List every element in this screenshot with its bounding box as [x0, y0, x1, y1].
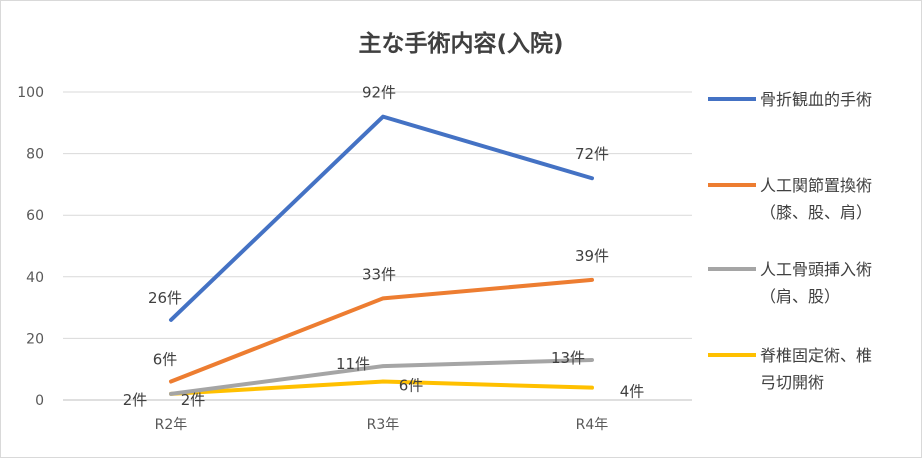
- legend-label-4-line-2: 弓切開術: [760, 373, 825, 392]
- data-labels: 26件 92件 72件 6件 33件 39件 2件 11件 13件 2件 6件 4件: [123, 84, 645, 409]
- y-tick-label-60: 60: [26, 208, 44, 224]
- legend-label-2: 人工関節置換術 （膝、股、肩）: [760, 172, 910, 226]
- legend-swatch-4: [708, 353, 756, 357]
- data-label-series-3-3: 13件: [551, 349, 585, 367]
- x-tick-label-2: R3年: [367, 417, 400, 433]
- gridlines: [63, 91, 692, 401]
- data-label-series-1-2: 92件: [362, 84, 396, 102]
- legend-label-3: 人工骨頭挿入術 （肩、股）: [760, 256, 910, 310]
- y-tick-label-100: 100: [17, 85, 44, 101]
- data-label-series-4-2: 6件: [399, 377, 424, 395]
- data-label-series-1-3: 72件: [575, 145, 609, 163]
- legend-swatch-1: [708, 97, 756, 101]
- data-label-series-3-2: 11件: [336, 355, 370, 373]
- series-lines: [169, 114, 594, 396]
- data-label-series-2-2: 33件: [362, 265, 396, 283]
- legend-label-4-line-1: 脊椎固定術、椎: [760, 346, 873, 365]
- x-tick-label-1: R2年: [155, 417, 188, 433]
- legend-label-4: 脊椎固定術、椎 弓切開術: [760, 342, 910, 396]
- y-tick-label-0: 0: [35, 393, 44, 409]
- data-label-series-1-1: 26件: [148, 289, 182, 307]
- axis-labels: 0 20 40 60 80 100 R2年 R3年 R4年: [17, 85, 608, 433]
- legend-item-series-1[interactable]: 骨折観血的手術: [708, 86, 910, 113]
- legend-label-3-line-2: （肩、股）: [760, 287, 841, 306]
- y-tick-label-20: 20: [26, 331, 44, 347]
- legend-item-series-2[interactable]: 人工関節置換術 （膝、股、肩）: [708, 172, 910, 226]
- legend-item-series-4[interactable]: 脊椎固定術、椎 弓切開術: [708, 342, 910, 396]
- legend-label-3-line-1: 人工骨頭挿入術: [760, 260, 873, 279]
- legend-label-1: 骨折観血的手術: [760, 86, 910, 113]
- data-label-series-2-3: 39件: [575, 247, 609, 265]
- series-line-1: [169, 114, 594, 322]
- legend-swatch-3: [708, 267, 756, 271]
- data-label-series-3-1: 2件: [123, 391, 148, 409]
- legend-label-2-line-1: 人工関節置換術: [760, 176, 873, 195]
- y-tick-label-40: 40: [26, 270, 44, 286]
- legend-label-1-line-1: 骨折観血的手術: [760, 90, 873, 109]
- legend-item-series-3[interactable]: 人工骨頭挿入術 （肩、股）: [708, 256, 910, 310]
- y-tick-label-80: 80: [26, 147, 44, 163]
- chart-title: 主な手術内容(入院): [358, 31, 564, 57]
- data-label-series-2-1: 6件: [153, 351, 178, 369]
- data-label-series-4-1: 2件: [181, 391, 206, 409]
- series-line-4: [169, 379, 594, 396]
- legend-label-2-line-2: （膝、股、肩）: [760, 203, 873, 222]
- x-tick-label-3: R4年: [576, 417, 609, 433]
- legend-swatch-2: [708, 183, 756, 187]
- data-label-series-4-3: 4件: [620, 383, 645, 401]
